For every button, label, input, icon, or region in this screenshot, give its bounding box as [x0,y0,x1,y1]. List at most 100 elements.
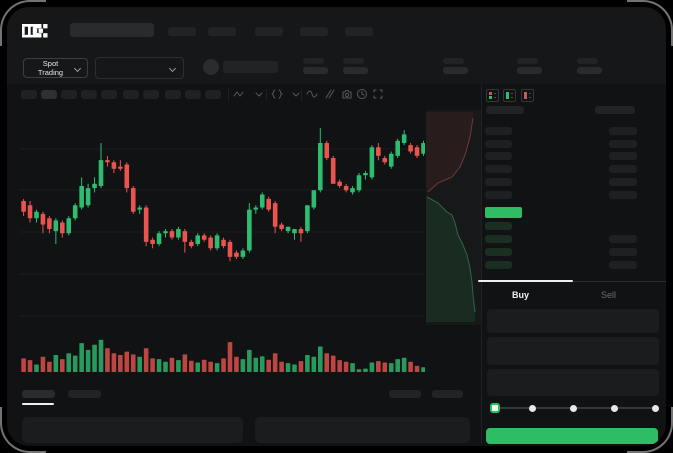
timeframe-skeleton[interactable] [61,90,77,99]
symbol-select-skeleton[interactable] [95,57,184,79]
candle [176,228,181,238]
volume-chart [21,339,425,372]
history-clock-icon[interactable] [356,88,368,100]
candle [163,231,168,234]
ask-amount-skeleton [609,127,637,135]
candle [143,207,149,242]
tab-buy[interactable]: Buy [512,290,530,300]
candle [221,239,226,247]
candle [330,158,336,184]
order-form-field-skeleton[interactable] [487,309,659,333]
candle [189,241,194,247]
order-form-field-skeleton[interactable] [487,337,659,365]
device-frame-corner [0,0,46,46]
bid-price-skeleton [485,261,512,269]
ask-amount-skeleton [609,139,637,148]
timeframe-skeleton[interactable] [101,90,117,99]
device-frame-corner [627,0,673,46]
candle [272,203,278,227]
timeframe-skeleton[interactable] [165,90,181,99]
ask-amount-skeleton [609,152,637,161]
ask-price-skeleton [485,152,512,161]
wave-icon[interactable] [306,88,318,100]
device-frame-corner [627,407,673,453]
order-form-field-skeleton[interactable] [487,369,659,396]
slider-step-dot[interactable] [529,404,536,412]
nav-item-skeleton[interactable] [255,27,283,36]
orderbook-view-asks-icon[interactable] [521,89,534,102]
timeframe-skeleton[interactable] [41,90,57,99]
chevron-down-icon[interactable] [253,88,265,100]
ask-amount-skeleton [609,190,637,199]
candle [130,188,136,212]
bottom-tab-skeleton-active[interactable] [22,390,55,398]
nav-item-skeleton[interactable] [168,27,196,36]
orderbook-view-all-icon[interactable] [486,89,499,102]
bid-price-skeleton [485,248,512,256]
stat-label-skeleton [303,58,324,64]
candle [150,239,155,244]
timeframe-skeleton[interactable] [81,90,97,99]
indicator-zigzag-icon[interactable] [233,88,245,100]
nav-item-skeleton[interactable] [208,27,236,36]
timeframe-skeleton[interactable] [21,90,37,99]
stat-value-skeleton [577,67,602,74]
candle [408,145,413,152]
ask-amount-skeleton [609,177,637,186]
toolbar-divider [301,89,302,101]
fullscreen-icon[interactable] [372,88,384,100]
camera-icon[interactable] [341,88,353,100]
last-price-bar[interactable] [485,207,522,218]
candle [343,185,349,191]
orderbook-col-header-skeleton [486,106,524,114]
candlestick-chart[interactable] [20,112,425,332]
depth-chart-panel[interactable] [426,110,481,325]
timeframe-skeleton[interactable] [143,90,159,99]
candle [292,228,297,234]
stat-value-skeleton [517,67,542,74]
slider-step-dot[interactable] [652,404,659,412]
chevron-down-icon[interactable] [290,88,302,100]
ask-price-skeleton [485,127,512,135]
buy-submit-button[interactable] [486,428,658,444]
toolbar-divider [228,89,229,101]
candle [279,224,284,229]
slider-step-dot[interactable] [570,404,577,412]
timeframe-skeleton[interactable] [205,90,221,99]
bottom-tab-skeleton[interactable] [68,390,101,398]
amount-slider[interactable] [490,401,659,415]
candle [169,231,175,238]
candle [259,194,265,208]
timeframe-skeleton[interactable] [123,90,139,99]
device-frame-corner [0,407,46,453]
timeframe-skeleton[interactable] [185,90,201,99]
slider-handle[interactable] [490,403,500,413]
candle [66,218,72,234]
ask-amount-skeleton [609,165,637,174]
header-title-skeleton [70,23,154,37]
candle [195,235,201,244]
trading-mode-select[interactable]: Spot Trading [23,58,88,78]
candle [247,209,252,251]
nav-item-skeleton[interactable] [345,27,373,36]
stat-label-skeleton [577,58,598,64]
candle [253,207,259,210]
candle [111,162,117,169]
tab-sell[interactable]: Sell [601,290,617,300]
fx-braces-icon[interactable] [271,88,283,100]
candle [401,134,407,143]
toolbar-divider [266,89,267,101]
candle [305,205,310,232]
nav-item-skeleton[interactable] [300,27,328,36]
active-tab-underline [22,403,54,405]
slider-step-dot[interactable] [611,404,618,412]
candle [201,235,207,240]
candle [47,218,52,229]
candle [363,173,368,176]
candle [53,220,59,232]
compare-lines-icon[interactable] [324,88,336,100]
candle [350,188,355,193]
orderbook-view-bids-icon[interactable] [503,89,516,102]
candle [92,183,97,189]
